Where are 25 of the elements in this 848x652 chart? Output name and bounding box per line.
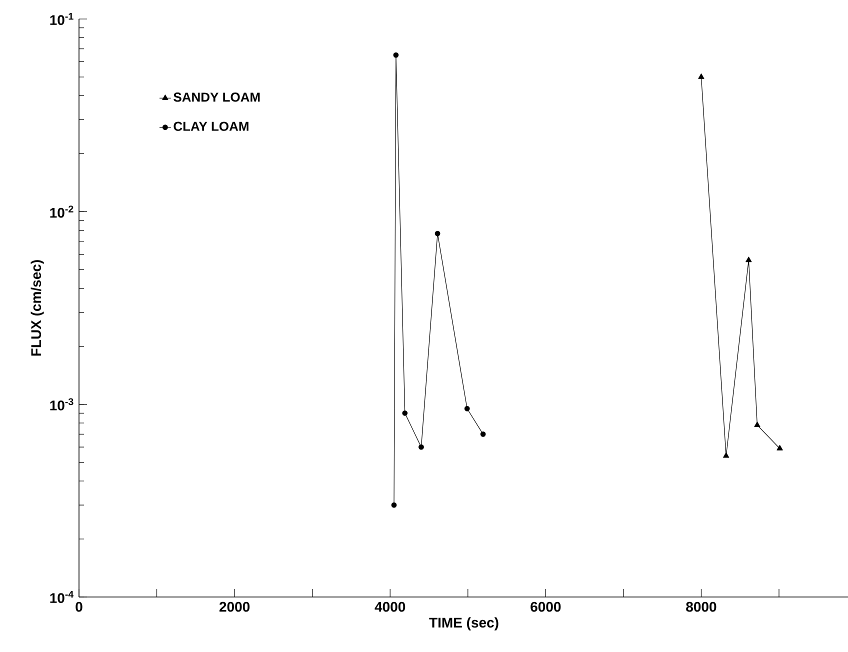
- x-tick-label: 4000: [374, 602, 406, 612]
- y-tick-label: 10$^{-1}$: [50, 12, 74, 26]
- point: [418, 444, 424, 450]
- x-tick-label: 2000: [219, 602, 250, 612]
- point: [723, 452, 730, 458]
- point: [480, 431, 486, 437]
- legend-label: CLAY LOAM: [174, 122, 248, 131]
- x-tick-label: 8000: [686, 602, 716, 612]
- y-axis-title: FLUX (cm/sec): [30, 260, 44, 356]
- y-tick-label: 10$^{-2}$: [50, 206, 74, 218]
- x-tick-label: 6000: [530, 602, 561, 612]
- point: [698, 73, 704, 79]
- x-axis-title: TIME (sec): [429, 617, 498, 630]
- x-tick-label: 0: [76, 602, 82, 612]
- point: [746, 256, 752, 262]
- point: [776, 444, 783, 450]
- y-tick-label: 10$^{-3}$: [50, 398, 74, 410]
- point: [391, 502, 397, 508]
- point: [402, 410, 408, 416]
- point: [754, 422, 760, 428]
- point: [434, 230, 440, 236]
- y-tick-label: 10$^{-4}$: [50, 590, 74, 604]
- point: [393, 52, 399, 58]
- point: [464, 406, 470, 412]
- legend-label: SANDY LOAM: [174, 92, 260, 102]
